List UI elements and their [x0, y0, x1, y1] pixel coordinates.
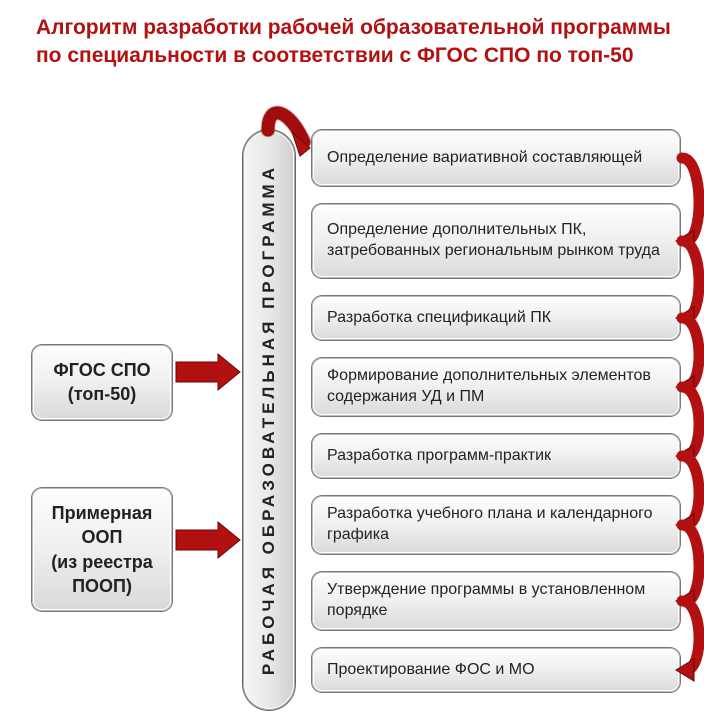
connector-1 [682, 158, 699, 241]
connector-7 [682, 601, 699, 670]
connector-3 [682, 318, 699, 387]
connector-6 [682, 525, 699, 601]
connector-5 [682, 456, 699, 525]
step-box-3: Разработка спецификаций ПК [312, 296, 680, 340]
arrow-left-2 [176, 522, 240, 558]
arrow-left-1 [176, 354, 240, 390]
step-box-5: Разработка программ-практик [312, 434, 680, 478]
step-box-4: Формирование дополнительных элементов со… [312, 358, 680, 416]
step-box-1: Определение вариативной составляющей [312, 130, 680, 186]
step-box-8: Проектирование ФОС и МО [312, 648, 680, 692]
step-box-2: Определение дополнительных ПК, затребова… [312, 204, 680, 278]
step-box-7: Утверждение программы в установленном по… [312, 572, 680, 630]
vertical-bar: РАБОЧАЯ ОБРАЗОВАТЕЛЬНАЯ ПРОГРАММА [243, 130, 295, 710]
input-box-oop: ПримернаяООП(из реестраПООП) [32, 488, 172, 611]
page-title: Алгоритм разработки рабочей образователь… [36, 14, 676, 71]
step-box-6: Разработка учебного плана и календарного… [312, 496, 680, 554]
connector-2 [682, 241, 699, 318]
vertical-bar-label: РАБОЧАЯ ОБРАЗОВАТЕЛЬНАЯ ПРОГРАММА [259, 164, 279, 675]
connector-4 [682, 387, 699, 456]
input-box-fgos: ФГОС СПО(топ-50) [32, 345, 172, 420]
